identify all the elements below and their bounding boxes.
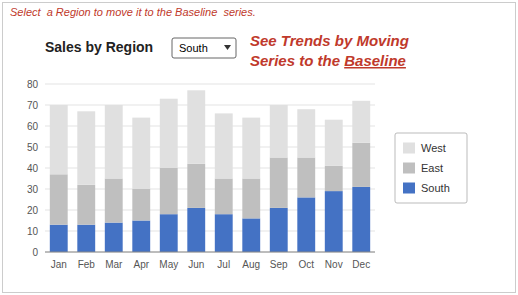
bar-segment	[242, 179, 260, 219]
x-tick-label: Apr	[133, 259, 149, 270]
grid-line	[45, 105, 375, 106]
bar-segment	[297, 109, 315, 157]
bar-segment	[325, 191, 343, 252]
y-tick-label: 20	[27, 205, 39, 216]
y-tick-label: 10	[27, 226, 39, 237]
x-tick-label: Jan	[51, 259, 67, 270]
bar-segment	[215, 113, 233, 178]
legend-frame	[395, 133, 467, 203]
bar-segment	[77, 185, 95, 225]
x-tick-label: Nov	[325, 259, 343, 270]
bar-segment	[160, 214, 178, 252]
y-tick-label: 0	[32, 247, 38, 258]
bar-segment	[105, 179, 123, 223]
x-tick-label: May	[159, 259, 178, 270]
y-tick-label: 70	[27, 100, 39, 111]
x-tick-label: Mar	[105, 259, 123, 270]
y-tick-label: 60	[27, 121, 39, 132]
bar-segment	[50, 105, 68, 174]
bar-segment	[187, 90, 205, 164]
y-tick-label: 50	[27, 142, 39, 153]
bar-segment	[352, 187, 370, 252]
title: Sales by Region	[45, 39, 153, 55]
legend-label: East	[421, 162, 443, 174]
x-tick-label: Jul	[217, 259, 230, 270]
bar-segment	[132, 221, 150, 253]
legend-swatch	[403, 183, 415, 194]
annotation-part: Baseline	[344, 52, 406, 69]
y-tick-label: 30	[27, 184, 39, 195]
bar-segment	[297, 197, 315, 252]
y-tick-label: 40	[27, 163, 39, 174]
bar-segment	[187, 208, 205, 252]
dropdown-box[interactable]	[172, 38, 236, 58]
x-tick-label: Aug	[242, 259, 260, 270]
bar-segment	[105, 223, 123, 252]
annotation: See Trends by Moving	[250, 32, 409, 49]
bar-segment	[352, 101, 370, 143]
dropdown[interactable]: South	[172, 38, 236, 58]
bar-segment	[187, 164, 205, 208]
annotation: Series to the Baseline	[250, 52, 406, 69]
grid-line	[45, 252, 375, 253]
bar-segment	[325, 120, 343, 166]
legend: West East South	[395, 133, 467, 203]
bar-segment	[270, 158, 288, 208]
dropdown-label[interactable]: South	[179, 42, 208, 54]
bar-segment	[132, 118, 150, 189]
x-tick-label: Jun	[188, 259, 204, 270]
instruction: Select a Region to move it to the Baseli…	[10, 6, 256, 18]
legend-label: West	[421, 142, 446, 154]
bar-segment	[160, 99, 178, 168]
legend-swatch	[403, 163, 415, 174]
bar-segment	[242, 118, 260, 179]
bar-segment	[215, 179, 233, 215]
bar-segment	[77, 111, 95, 185]
y-tick-label: 80	[27, 79, 39, 90]
bar-segment	[160, 168, 178, 214]
bar-segment	[270, 208, 288, 252]
legend-label: South	[421, 182, 450, 194]
grid-line	[45, 84, 375, 85]
bar-segment	[325, 166, 343, 191]
frame	[3, 3, 516, 293]
bar-segment	[105, 105, 123, 179]
x-axis	[45, 252, 375, 253]
bar-segment	[77, 225, 95, 252]
bar-segment	[50, 174, 68, 224]
bar-segment	[352, 143, 370, 187]
bar-segment	[270, 105, 288, 158]
bar-segment	[297, 158, 315, 198]
chart: Select a Region to move it to the Baseli…	[0, 0, 518, 295]
annotation-part: Series to the	[250, 52, 344, 69]
x-tick-label: Oct	[298, 259, 314, 270]
grid	[45, 84, 375, 252]
x-tick-label: Dec	[352, 259, 370, 270]
bar-segment	[242, 218, 260, 252]
x-tick-label: Sep	[270, 259, 288, 270]
legend-swatch	[403, 143, 415, 154]
bar-segment	[50, 225, 68, 252]
bar-segment	[132, 189, 150, 221]
x-tick-label: Feb	[78, 259, 96, 270]
dropdown-arrow[interactable]	[224, 45, 231, 50]
bars	[50, 90, 370, 252]
bar-segment	[215, 214, 233, 252]
